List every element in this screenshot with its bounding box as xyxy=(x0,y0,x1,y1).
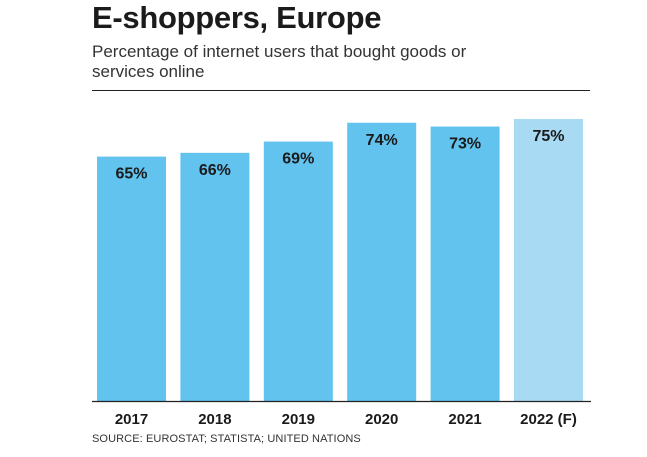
bars-group xyxy=(97,119,583,402)
x-tick-labels-group: 2017 2018 2019 2020 2021 2022 (F) xyxy=(115,411,577,428)
chart-subtitle: Percentage of internet users that bought… xyxy=(92,42,467,81)
source-note: SOURCE: EUROSTAT; STATISTA; UNITED NATIO… xyxy=(92,433,361,445)
x-tick-label: 2019 xyxy=(282,411,315,428)
value-label: 74% xyxy=(366,132,398,149)
x-tick-label: 2021 xyxy=(448,411,481,428)
bar-2022-f xyxy=(514,119,583,401)
bar-2019 xyxy=(263,141,333,401)
x-tick-label: 2018 xyxy=(198,411,231,428)
bar-2020 xyxy=(347,122,417,401)
x-tick-label: 2017 xyxy=(115,411,148,428)
value-label: 65% xyxy=(115,166,147,183)
value-labels-group: 65% 66% 69% 74% 73% 75% xyxy=(115,128,564,183)
value-label: 75% xyxy=(532,128,564,145)
bar-2017 xyxy=(97,156,166,401)
chart-title: E-shoppers, Europe xyxy=(92,0,382,35)
value-label: 69% xyxy=(282,151,314,168)
value-label: 73% xyxy=(449,136,481,153)
title-divider xyxy=(92,90,590,91)
x-tick-label: 2022 (F) xyxy=(520,411,577,428)
bar-2018 xyxy=(180,152,250,401)
x-tick-label: 2020 xyxy=(365,411,398,428)
bar-2021 xyxy=(430,126,500,402)
value-label: 66% xyxy=(199,162,231,179)
